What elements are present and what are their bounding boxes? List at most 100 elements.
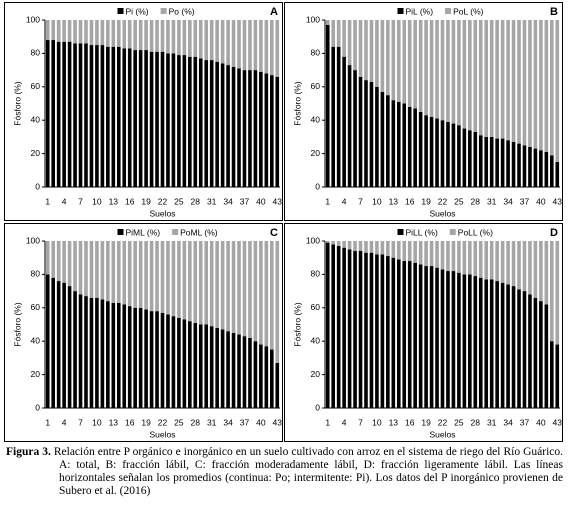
bar-segment	[500, 241, 505, 283]
bar-segment	[407, 106, 412, 187]
bar-segment	[73, 291, 77, 408]
bar-segment	[106, 301, 110, 408]
bar-segment	[182, 319, 187, 408]
x-tick-label: 19	[421, 196, 431, 206]
bar-segment	[259, 241, 263, 345]
bar-segment	[478, 20, 483, 136]
bar-segment	[413, 108, 417, 187]
bar-segment	[122, 20, 127, 49]
bar-segment	[364, 252, 368, 408]
bar-segment	[495, 20, 499, 139]
panel-border	[4, 2, 283, 221]
bar-segment	[386, 256, 390, 408]
bar-segment	[188, 20, 192, 57]
x-tick-label: 4	[62, 196, 67, 206]
bar-segment	[253, 20, 258, 71]
bar-segment	[51, 40, 56, 187]
bar-segment	[264, 20, 269, 74]
bar-segment	[100, 45, 105, 187]
bar-segment	[511, 286, 516, 408]
bar-segment	[193, 56, 198, 187]
bar-segment	[549, 341, 554, 408]
bar-segment	[424, 266, 428, 408]
bar-segment	[358, 251, 363, 408]
y-tick-label: 0	[35, 181, 40, 191]
bar-segment	[347, 65, 352, 187]
bar-segment	[555, 161, 560, 187]
x-tick-label: 28	[471, 196, 481, 206]
bar-segment	[166, 241, 170, 315]
bar-segment	[264, 241, 269, 347]
bar-segment	[375, 254, 379, 408]
bar-segment	[424, 115, 428, 187]
bar-segment	[248, 70, 252, 187]
bar-segment	[204, 241, 209, 325]
bar-segment	[446, 271, 450, 408]
y-tick-label: 0	[35, 402, 40, 412]
bar-segment	[215, 61, 219, 187]
bar-segment	[269, 75, 274, 187]
bar-segment	[253, 241, 258, 342]
bar-segment	[358, 76, 363, 187]
bar-segment	[231, 241, 236, 333]
y-tick-label: 20	[31, 369, 41, 379]
x-tick-label: 34	[503, 196, 513, 206]
bar-segment	[275, 241, 280, 363]
bar-segment	[62, 282, 66, 408]
bar-segment	[73, 20, 77, 44]
x-tick-label: 10	[92, 196, 102, 206]
x-tick-label: 22	[158, 417, 168, 427]
bar-segment	[133, 20, 137, 51]
bar-segment	[138, 241, 143, 308]
bar-segment	[51, 20, 56, 41]
bar-segment	[78, 294, 83, 408]
bar-segment	[171, 20, 176, 54]
bar-segment	[489, 241, 494, 280]
bar-segment	[342, 241, 346, 248]
bar-segment	[489, 20, 494, 137]
bar-segment	[506, 284, 510, 408]
x-tick-label: 16	[125, 417, 135, 427]
bar-segment	[226, 65, 230, 187]
y-tick-label: 40	[311, 114, 321, 124]
bar-segment	[220, 329, 225, 408]
bar-segment	[198, 324, 203, 408]
legend-label: PiL (%)	[406, 6, 434, 16]
bar-segment	[182, 241, 187, 320]
bar-segment	[517, 20, 521, 144]
x-tick-label: 25	[174, 196, 184, 206]
y-tick-label: 80	[31, 269, 41, 279]
panel-border	[284, 2, 563, 221]
bar-segment	[555, 241, 560, 345]
x-tick-label: 31	[207, 417, 217, 427]
bar-segment	[435, 241, 439, 268]
bar-segment	[62, 20, 66, 42]
bar-segment	[122, 304, 127, 408]
x-tick-label: 34	[223, 417, 233, 427]
bar-segment	[375, 86, 379, 187]
x-tick-label: 28	[471, 417, 481, 427]
bar-segment	[248, 337, 252, 408]
bar-segment	[106, 241, 110, 302]
bar-segment	[347, 20, 352, 66]
x-tick-label: 10	[372, 196, 382, 206]
bar-segment	[188, 56, 192, 187]
bar-segment	[231, 66, 236, 187]
x-axis-title: Suelos	[430, 429, 456, 439]
bar-segment	[517, 289, 521, 408]
bar-segment	[231, 20, 236, 67]
bar-segment	[522, 20, 527, 146]
x-tick-label: 31	[487, 417, 497, 427]
bar-segment	[342, 247, 346, 408]
bar-segment	[528, 241, 532, 295]
bar-segment	[353, 251, 357, 408]
bar-segment	[116, 302, 121, 408]
bar-segment	[84, 241, 88, 297]
bar-segment	[451, 241, 456, 272]
bar-segment	[155, 311, 159, 408]
bar-segment	[435, 118, 439, 187]
y-tick-label: 100	[306, 235, 320, 245]
bar-segment	[51, 241, 56, 278]
x-tick-label: 7	[358, 196, 363, 206]
bar-segment	[133, 307, 137, 408]
